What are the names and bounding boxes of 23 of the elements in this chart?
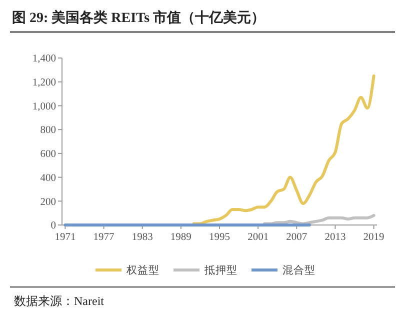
chart-title: 图 29: 美国各类 REITs 市值（十亿美元）: [12, 9, 266, 26]
y-tick-label: 600: [40, 149, 56, 160]
y-tick-label: 1,400: [32, 54, 56, 65]
y-tick-label: 800: [40, 125, 56, 136]
x-tick-label: 1977: [93, 232, 114, 243]
legend-label: 混合型: [282, 264, 316, 277]
legend-label: 抵押型: [204, 264, 238, 277]
source-note: 数据来源：Nareit: [14, 294, 105, 308]
x-tick-label: 2007: [286, 232, 308, 243]
y-tick-label: 400: [40, 172, 56, 184]
y-tick-label: 0: [50, 220, 56, 232]
y-tick-label: 1,000: [32, 101, 56, 112]
x-tick-label: 1995: [209, 232, 230, 243]
x-tick-label: 1989: [170, 232, 192, 243]
line-series: [192, 74, 376, 226]
x-tick-label: 2013: [324, 232, 346, 243]
x-tick-label: 2019: [363, 232, 384, 243]
y-tick-label: 200: [40, 196, 56, 208]
x-tick-label: 1983: [132, 232, 153, 243]
y-tick-label: 1,200: [32, 78, 56, 89]
x-tick-label: 1971: [54, 232, 76, 243]
legend-label: 权益型: [126, 264, 160, 277]
x-tick-label: 2001: [248, 232, 269, 243]
